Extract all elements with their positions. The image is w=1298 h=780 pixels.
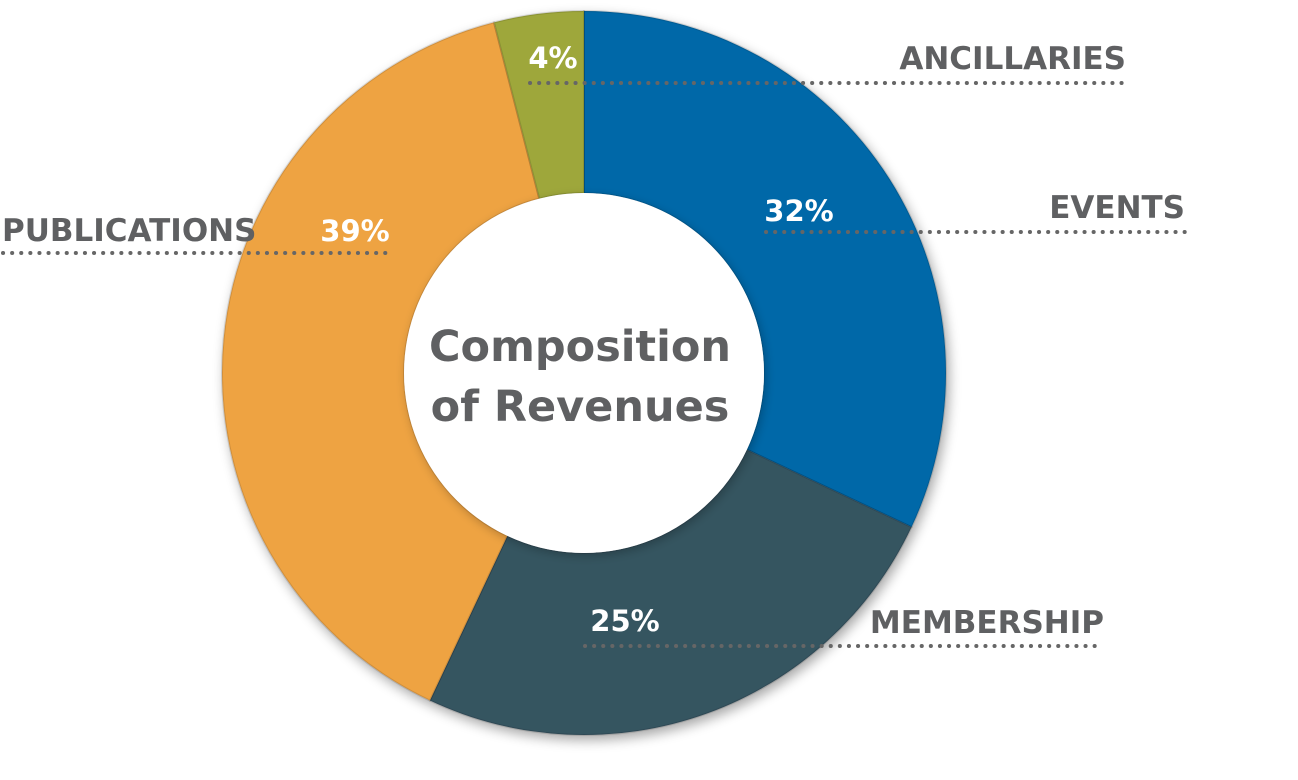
category-label-membership: MEMBERSHIP xyxy=(870,605,1104,641)
value-label-ancillaries: 4% xyxy=(528,41,577,75)
value-label-events: 32% xyxy=(764,194,833,228)
slices-layer xyxy=(221,9,947,736)
leader-lines xyxy=(1,81,1187,648)
value-label-publications: 39% xyxy=(320,214,389,248)
category-label-publications: PUBLICATIONS xyxy=(2,213,256,249)
donut-hole xyxy=(404,193,764,553)
center-title-line-1: Composition xyxy=(429,322,731,372)
category-label-ancillaries: ANCILLARIES xyxy=(899,41,1126,77)
category-label-events: EVENTS xyxy=(1049,190,1185,226)
value-label-membership: 25% xyxy=(590,604,659,638)
center-title-line-2: of Revenues xyxy=(431,382,730,432)
